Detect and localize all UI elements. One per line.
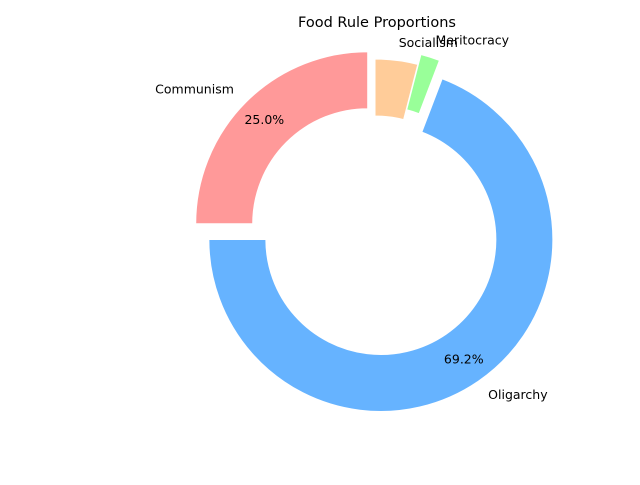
label-oligarchy: Oligarchy [488,387,548,402]
labels-group: Communism 25.0% Oligarchy 69.2% MeritocracyS… [155,32,548,401]
slices-group [195,51,554,412]
slice-communism [195,51,369,225]
slice-meritocracy [406,53,441,115]
chart-title: Food Rule Proportions [298,15,456,31]
label-communism: Communism [155,81,234,96]
pct-label-communism: 25.0% [244,112,284,127]
label-meritocracy: Meritocracy [435,32,509,47]
label-socialism: Socialism [399,35,458,50]
pct-label-oligarchy: 69.2% [444,351,484,366]
slice-oligarchy [208,78,554,412]
slice-socialism [374,58,419,121]
